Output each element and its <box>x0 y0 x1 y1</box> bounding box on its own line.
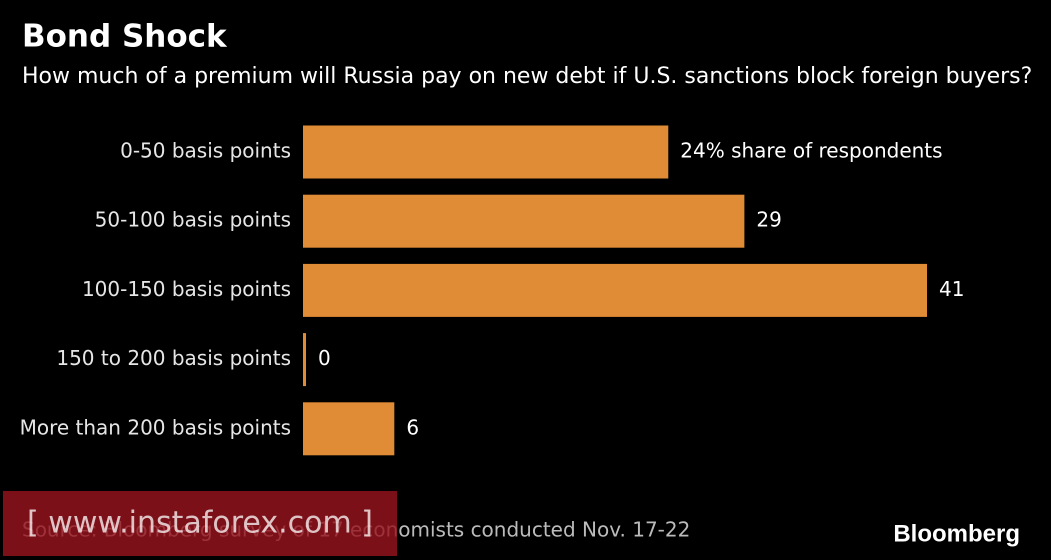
watermark-box <box>3 491 397 556</box>
bar <box>303 333 306 387</box>
category-label: 150 to 200 basis points <box>56 346 291 370</box>
category-label: More than 200 basis points <box>20 415 291 439</box>
value-label: 6 <box>406 415 419 439</box>
bar <box>303 402 395 456</box>
value-label: 41 <box>939 277 964 301</box>
bar <box>303 194 745 248</box>
chart-title: Bond Shock <box>22 19 228 55</box>
category-label: 50-100 basis points <box>95 208 291 232</box>
category-label: 0-50 basis points <box>120 139 291 163</box>
category-label: 100-150 basis points <box>82 277 291 301</box>
value-label: 0 <box>318 346 331 370</box>
value-label: 29 <box>756 208 781 232</box>
bar <box>303 263 928 317</box>
watermark: [ www.instaforex.com ] <box>27 506 373 541</box>
bar <box>303 125 669 179</box>
chart-subtitle: How much of a premium will Russia pay on… <box>22 64 1032 89</box>
logo: Bloomberg <box>893 520 1020 547</box>
value-label: 24% share of respondents <box>680 139 942 163</box>
